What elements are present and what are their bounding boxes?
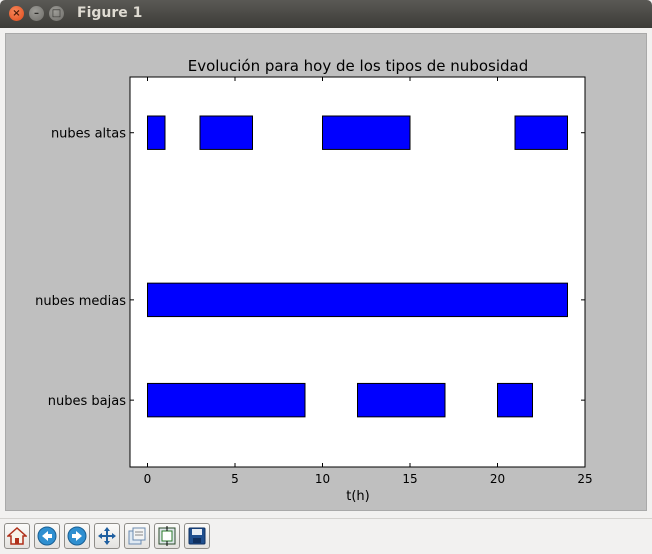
pan-button[interactable]	[94, 523, 120, 549]
navigation-toolbar	[0, 518, 652, 554]
chart-title: Evolución para hoy de los tipos de nubos…	[188, 57, 528, 75]
home-icon	[7, 526, 27, 545]
x-tick-label: 20	[490, 472, 505, 486]
configure-subplots-button[interactable]	[154, 523, 180, 549]
x-tick-label: 15	[402, 472, 417, 486]
x-tick-label: 5	[231, 472, 239, 486]
x-tick-label: 10	[315, 472, 330, 486]
zoom-button[interactable]	[124, 523, 150, 549]
zoom-icon	[128, 527, 146, 545]
bar-nubes-altas-3	[514, 115, 568, 150]
bar-nubes-altas-1	[199, 115, 253, 150]
save-icon	[188, 527, 206, 545]
bar-nubes-bajas-0	[147, 382, 306, 418]
x-tick-label: 25	[577, 472, 592, 486]
window-titlebar: × – □ Figure 1	[0, 0, 652, 28]
maximize-window-button[interactable]: □	[49, 6, 64, 21]
bar-nubes-altas-0	[147, 115, 166, 150]
home-button[interactable]	[4, 523, 30, 549]
back-arrow-icon	[37, 526, 57, 546]
close-window-button[interactable]: ×	[9, 6, 24, 21]
y-ticks-group: nubes altas nubes medias nubes bajas	[35, 127, 585, 409]
save-button[interactable]	[184, 523, 210, 549]
minimize-window-button[interactable]: –	[29, 6, 44, 21]
bars-group	[147, 115, 568, 418]
back-button[interactable]	[34, 523, 60, 549]
bar-nubes-medias-0	[147, 282, 568, 318]
y-tick-label: nubes medias	[35, 294, 126, 309]
pan-icon	[98, 527, 116, 545]
window-title: Figure 1	[77, 5, 143, 21]
forward-button[interactable]	[64, 523, 90, 549]
x-axis-label: t(h)	[346, 489, 369, 504]
y-tick-label: nubes altas	[51, 127, 126, 142]
x-ticks-group: 0 5 10 15 20 25	[144, 77, 593, 486]
forward-arrow-icon	[67, 526, 87, 546]
y-tick-label: nubes bajas	[48, 394, 126, 409]
subplots-configure-icon	[158, 526, 176, 546]
bar-nubes-bajas-1	[357, 382, 446, 418]
x-tick-label: 0	[144, 472, 152, 486]
bar-nubes-altas-2	[322, 115, 411, 150]
bar-nubes-bajas-2	[497, 382, 533, 418]
